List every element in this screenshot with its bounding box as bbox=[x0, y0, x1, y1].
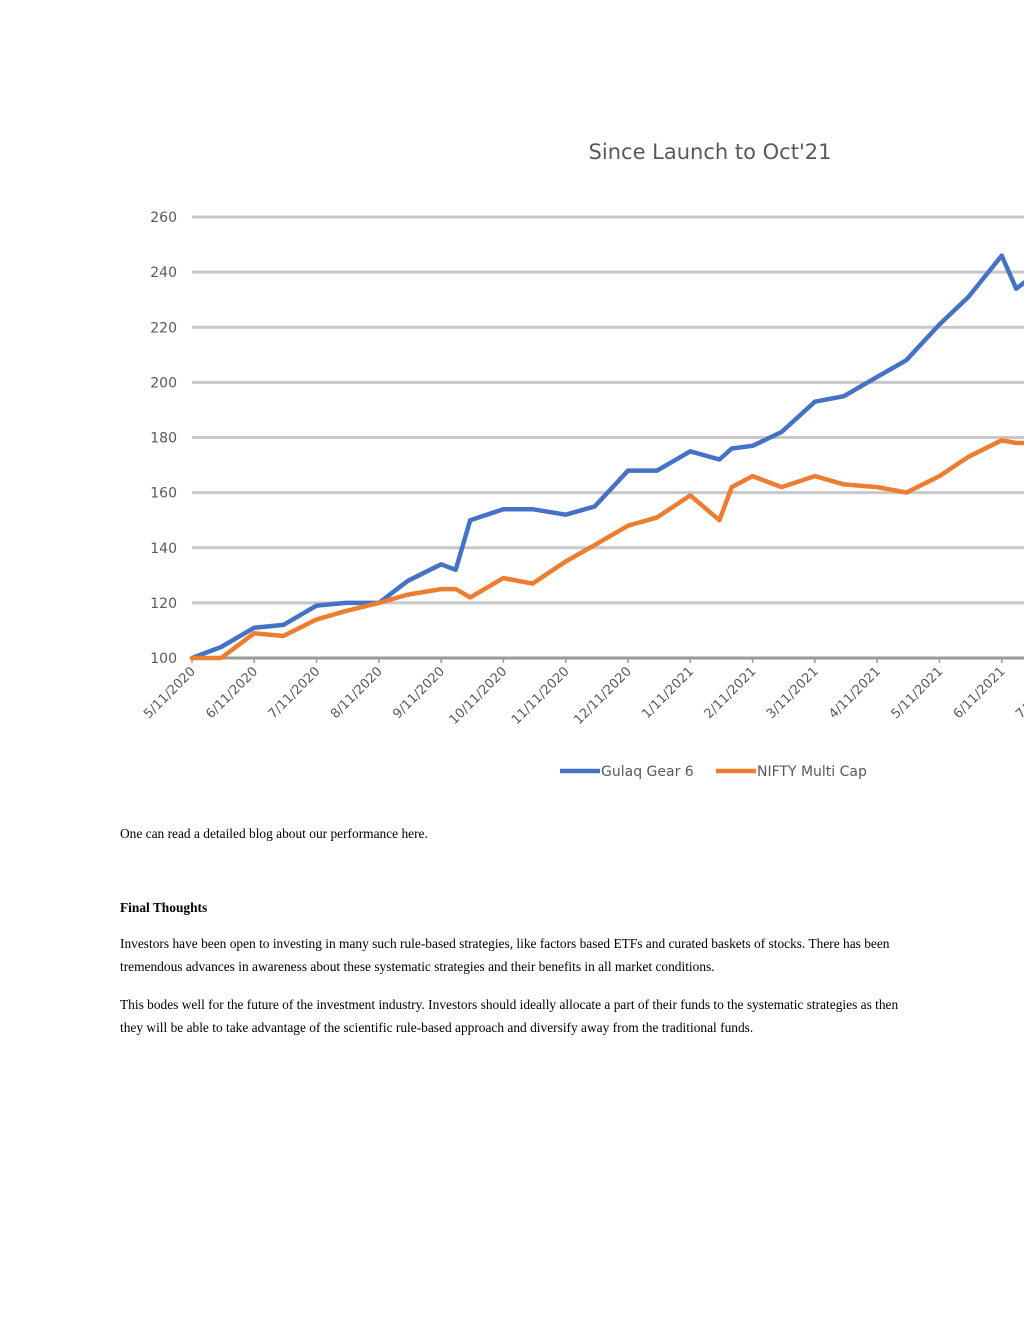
series-line-nifty-multi-cap bbox=[189, 438, 1024, 661]
x-tick-label: 11/11/2020 bbox=[509, 664, 573, 728]
x-tick-label: 6/11/2021 bbox=[951, 664, 1009, 722]
x-tick-label: 5/11/2020 bbox=[141, 664, 199, 722]
x-tick-label: 9/11/2020 bbox=[390, 664, 448, 722]
chart-title: Since Launch to Oct'21 bbox=[589, 140, 832, 164]
line-chart-svg: Since Launch to Oct'21 100 120 140 160 180 20… bbox=[141, 140, 1024, 780]
x-tick-label: 5/11/2021 bbox=[889, 664, 947, 722]
y-tick-label: 160 bbox=[150, 486, 177, 502]
y-axis-ticks: 100 120 140 160 180 200 220 240 260 bbox=[150, 210, 177, 667]
x-tick-label: 1/11/2021 bbox=[639, 664, 697, 722]
section-heading-final-thoughts: Final Thoughts bbox=[120, 900, 208, 915]
legend-label: NIFTY Multi Cap bbox=[757, 764, 867, 780]
y-tick-label: 240 bbox=[150, 265, 177, 281]
legend-label: Gulaq Gear 6 bbox=[601, 764, 694, 780]
y-tick-label: 220 bbox=[150, 320, 177, 336]
y-tick-label: 180 bbox=[150, 431, 177, 447]
x-tick-label: 12/11/2020 bbox=[571, 664, 635, 728]
x-tick-label: 3/11/2021 bbox=[764, 664, 822, 722]
blog-link-sentence: One can read a detailed blog about our p… bbox=[120, 826, 428, 841]
x-tick-label: 8/11/2020 bbox=[328, 664, 386, 722]
series-lines bbox=[189, 253, 1024, 661]
performance-chart: Since Launch to Oct'21 100 120 140 160 180 20… bbox=[0, 120, 1024, 800]
x-tick-label: 7/11/2021 bbox=[1013, 664, 1024, 722]
y-tick-label: 260 bbox=[150, 210, 177, 226]
x-axis-ticks: 5/11/2020 6/11/2020 7/11/2020 8/11/2020 9/11… bbox=[141, 658, 1024, 728]
y-tick-label: 120 bbox=[150, 596, 177, 612]
x-tick-label: 7/11/2020 bbox=[266, 664, 324, 722]
series-line-gulaq-gear-6 bbox=[189, 253, 1024, 661]
x-tick-label: 4/11/2021 bbox=[826, 664, 884, 722]
x-tick-label: 6/11/2020 bbox=[203, 664, 261, 722]
y-tick-label: 140 bbox=[150, 541, 177, 557]
paragraph-investors: Investors have been open to investing in… bbox=[120, 936, 890, 974]
y-tick-label: 100 bbox=[150, 651, 177, 667]
paragraph-industry-future: This bodes well for the future of the in… bbox=[120, 997, 899, 1035]
x-tick-label: 10/11/2020 bbox=[447, 664, 511, 728]
x-tick-label: 2/11/2021 bbox=[702, 664, 760, 722]
y-tick-label: 200 bbox=[150, 375, 177, 391]
chart-legend: Gulaq Gear 6 NIFTY Multi Cap bbox=[560, 764, 867, 780]
gridlines bbox=[192, 215, 1024, 660]
